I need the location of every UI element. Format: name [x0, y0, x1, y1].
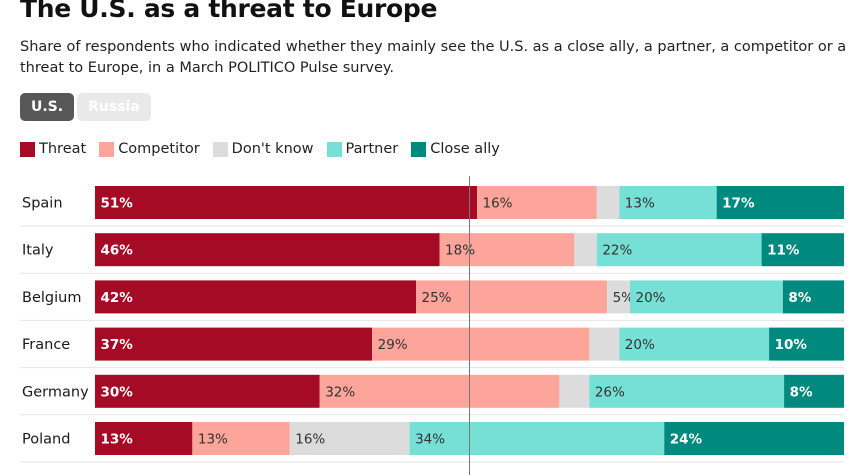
bar-segment-threat[interactable]: [95, 327, 373, 361]
data-label: 10%: [775, 337, 808, 353]
bar-segment-threat[interactable]: [95, 280, 416, 314]
data-label: 51%: [101, 196, 134, 212]
data-label: 8%: [788, 290, 811, 306]
bar-segment-dont-know[interactable]: [589, 327, 620, 361]
data-label: 24%: [670, 432, 703, 448]
legend-label: Close ally: [430, 141, 500, 157]
data-label: 25%: [422, 290, 452, 306]
data-label: 13%: [625, 196, 655, 212]
bar-segment-dont-know[interactable]: [559, 374, 590, 408]
data-label: 20%: [625, 337, 655, 353]
category-label: Germany: [22, 384, 89, 400]
data-label: 5%: [613, 290, 635, 306]
data-label: 32%: [325, 384, 355, 400]
bar-segment-threat[interactable]: [95, 233, 440, 267]
bar-segment-competitor[interactable]: [476, 186, 597, 219]
bar-segment-partner[interactable]: [596, 233, 762, 267]
data-label: 22%: [602, 243, 632, 259]
bar-segment-close-ally[interactable]: [761, 233, 844, 267]
legend-item-threat: Threat: [20, 141, 86, 157]
bar-segment-partner[interactable]: [409, 422, 665, 455]
bar-segment-close-ally[interactable]: [716, 186, 844, 219]
data-label: 8%: [790, 384, 813, 400]
bar-segment-partner[interactable]: [619, 186, 717, 219]
chart-subtitle: Share of respondents who indicated wheth…: [20, 39, 847, 76]
bar-segment-competitor[interactable]: [439, 233, 575, 267]
bar-segment-competitor[interactable]: [319, 374, 560, 408]
data-label: 16%: [482, 196, 512, 212]
data-label: 13%: [198, 432, 228, 448]
bar-segment-close-ally[interactable]: [784, 374, 844, 408]
data-label: 46%: [101, 243, 134, 259]
category-label: Spain: [22, 196, 63, 212]
data-label: 11%: [767, 243, 800, 259]
legend-swatch: [20, 141, 35, 157]
legend-label: Threat: [39, 141, 87, 157]
bar-segment-partner[interactable]: [630, 280, 783, 314]
toggle-russia-button[interactable]: Russia: [77, 93, 151, 121]
legend-swatch: [99, 141, 115, 157]
legend-label: Don't know: [231, 141, 314, 157]
bar-segment-dont-know[interactable]: [607, 280, 630, 314]
data-label: 37%: [101, 337, 134, 353]
data-label: 29%: [378, 337, 408, 353]
bar-segment-close-ally[interactable]: [769, 327, 844, 361]
legend-label: Competitor: [118, 141, 200, 157]
data-label: 18%: [445, 243, 475, 259]
bar-segment-close-ally[interactable]: [664, 422, 844, 455]
legend-swatch: [212, 141, 228, 157]
bar-segment-dont-know[interactable]: [596, 186, 620, 219]
bar-segment-competitor[interactable]: [416, 280, 608, 314]
stacked-bar-chart: Spain 51% 16% 13% 17% Italy 46% 18% 22% 11% Belgiu…: [20, 176, 844, 475]
bar-segment-partner[interactable]: [619, 327, 770, 361]
chart-legend: Threat Competitor Don't know Partner Close a…: [20, 141, 513, 157]
toggle-us-button[interactable]: U.S.: [20, 93, 75, 121]
category-label: Poland: [22, 432, 70, 448]
legend-swatch: [411, 141, 427, 157]
bar-segment-dont-know[interactable]: [574, 233, 597, 267]
data-label: 17%: [722, 196, 755, 212]
category-label: Italy: [22, 243, 54, 259]
bar-segment-close-ally[interactable]: [782, 280, 844, 314]
data-label: 20%: [636, 290, 666, 306]
legend-item-close-ally: Close ally: [411, 141, 500, 157]
legend-item-partner: Partner: [326, 141, 399, 157]
data-label: 16%: [295, 432, 325, 448]
bar-segment-partner[interactable]: [589, 374, 785, 408]
data-label: 30%: [101, 384, 134, 400]
legend-label: Partner: [345, 141, 399, 157]
legend-item-competitor: Competitor: [99, 141, 200, 157]
data-label: 13%: [101, 432, 134, 448]
category-label: Belgium: [22, 290, 81, 306]
bar-segment-dont-know[interactable]: [289, 422, 410, 455]
data-label: 34%: [415, 432, 445, 448]
bar-segment-threat[interactable]: [95, 374, 320, 408]
country-toggle: U.S. Russia: [20, 93, 151, 121]
chart-title: The U.S. as a threat to Europe: [20, 0, 438, 23]
data-label: 42%: [101, 290, 134, 306]
bar-segment-threat[interactable]: [95, 186, 477, 219]
bar-segment-threat[interactable]: [95, 422, 193, 455]
legend-swatch: [326, 141, 342, 157]
data-label: 26%: [595, 384, 625, 400]
legend-item-dont-know: Don't know: [212, 141, 314, 157]
category-label: France: [22, 337, 70, 353]
bar-segment-competitor[interactable]: [192, 422, 290, 455]
bar-segment-competitor[interactable]: [372, 327, 590, 361]
